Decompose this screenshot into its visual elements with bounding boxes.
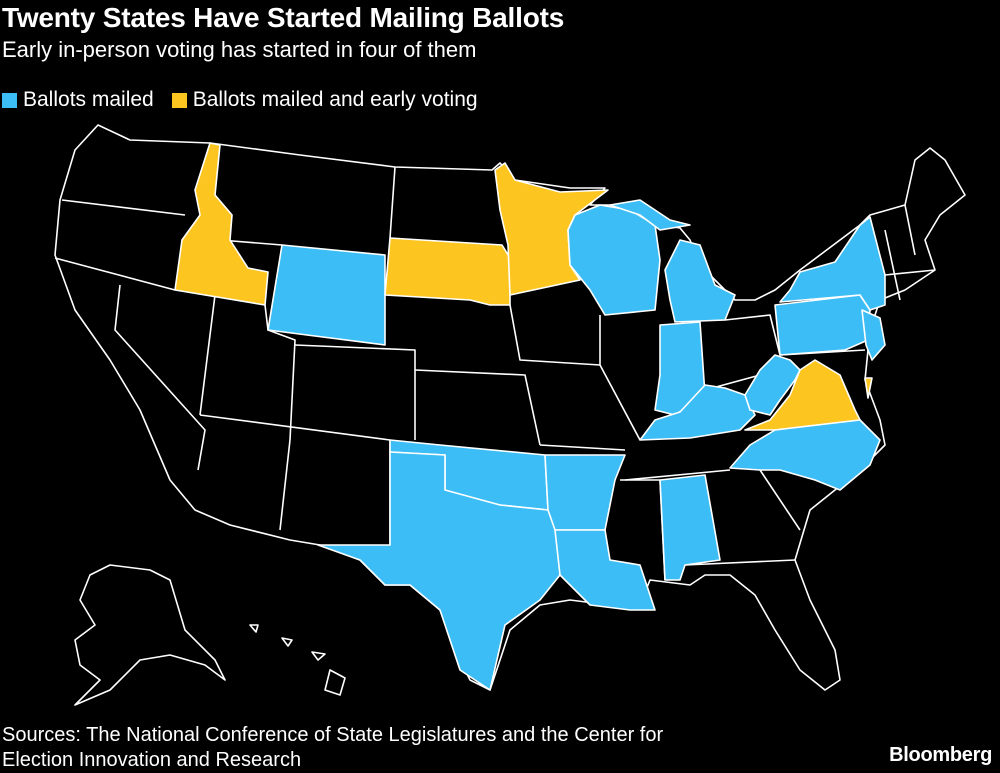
state (267, 244, 386, 346)
map-title: Twenty States Have Started Mailing Ballo… (2, 2, 565, 33)
legend: Ballots mailed Ballots mailed and early … (2, 88, 478, 112)
border (599, 315, 641, 441)
border (199, 414, 391, 441)
state (861, 309, 886, 361)
border (759, 469, 801, 531)
state (317, 451, 561, 691)
border (61, 199, 186, 216)
state (174, 142, 269, 306)
state (609, 199, 691, 231)
hawaii (324, 669, 346, 696)
state (864, 377, 873, 399)
alaska (74, 564, 226, 706)
brand: Bloomberg (889, 744, 992, 766)
border (279, 439, 291, 531)
state (779, 216, 886, 311)
map-subtitle: Early in-person voting has started in fo… (2, 37, 477, 62)
border (509, 304, 601, 366)
legend-label: Ballots mailed and early voting (192, 88, 478, 111)
state (384, 237, 511, 306)
legend-item: Ballots mailed and early voting (171, 88, 478, 112)
border (904, 204, 916, 256)
border (884, 229, 901, 301)
border (389, 166, 396, 239)
state (729, 419, 881, 491)
border (884, 269, 936, 276)
hawaii (249, 624, 259, 633)
states (174, 142, 886, 691)
hawaii (311, 651, 326, 661)
state (639, 384, 756, 441)
border (624, 469, 731, 481)
state (659, 474, 721, 581)
border (294, 344, 416, 440)
border (539, 444, 626, 451)
border (199, 294, 216, 416)
border (114, 284, 206, 471)
border (724, 314, 781, 356)
hawaii (281, 637, 293, 647)
border (414, 369, 541, 446)
state (774, 294, 871, 356)
legend-label: Ballots mailed (23, 88, 154, 111)
legend-item: Ballots mailed (2, 88, 154, 112)
state (554, 529, 656, 611)
state (664, 239, 736, 323)
border (54, 257, 176, 291)
source-note: Sources: The National Conference of Stat… (2, 723, 663, 773)
source-line: Election Innovation and Research (2, 749, 302, 771)
legend-swatch (171, 92, 187, 108)
source-line: Sources: The National Conference of Stat… (2, 724, 664, 746)
border (264, 304, 296, 441)
alaska-hawaii (74, 564, 346, 706)
state (744, 354, 801, 416)
border (684, 559, 796, 566)
legend-swatch (2, 92, 17, 108)
